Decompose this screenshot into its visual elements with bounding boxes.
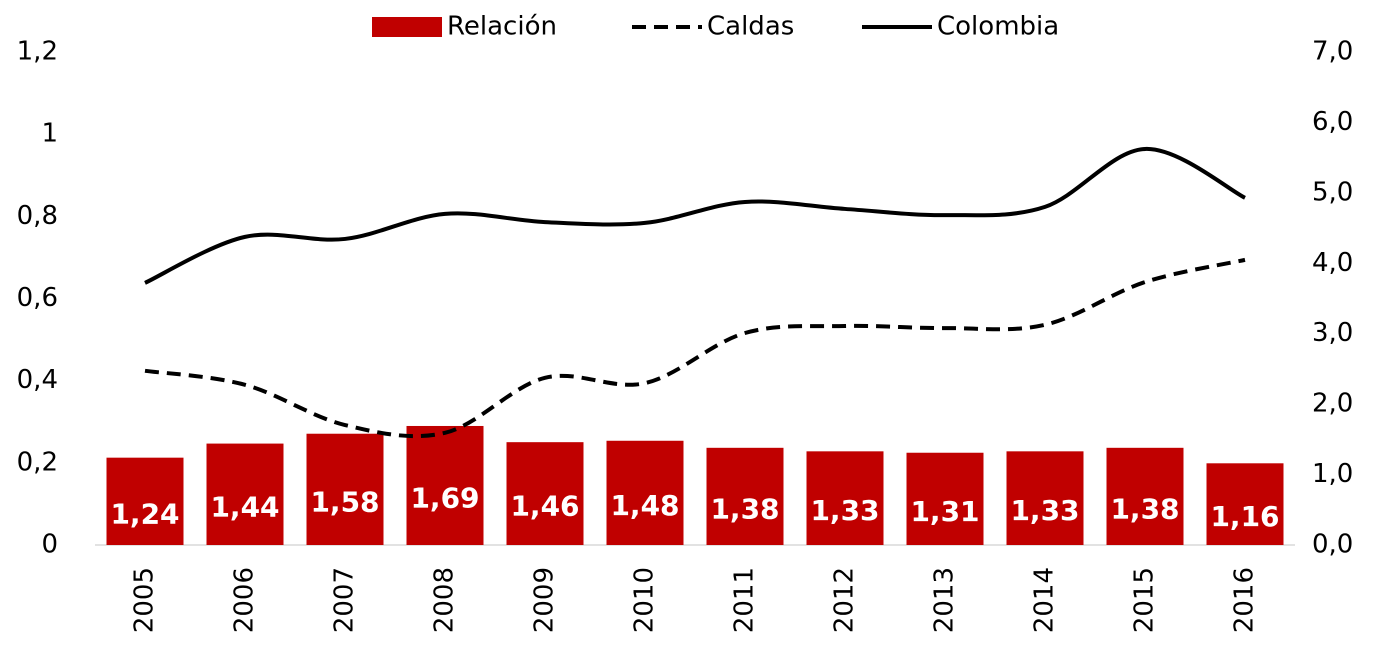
line: [144, 257, 1246, 439]
y2-tick-label: 2,0: [1312, 389, 1353, 419]
legend-label: Colombia: [937, 12, 1059, 42]
y2-tick-label: 1,0: [1312, 459, 1353, 489]
value-label: 1,16: [1210, 500, 1279, 533]
y2-tick-label: 4,0: [1312, 248, 1353, 278]
bar: [506, 442, 584, 545]
y2-tick-label: 0,0: [1312, 530, 1353, 560]
x-tick-label: 2005: [130, 567, 160, 633]
bar: [1106, 447, 1184, 545]
value-label: 1,33: [810, 494, 879, 527]
bar: [806, 451, 884, 545]
bar: [406, 425, 484, 545]
line: [144, 146, 1246, 285]
bar: [706, 447, 784, 545]
y-tick-label: 1,2: [17, 37, 58, 67]
y2-tick-label: 7,0: [1312, 37, 1353, 67]
y-tick-label: 0: [41, 530, 58, 560]
x-tick-label: 2012: [830, 567, 860, 633]
legend-swatch: [372, 17, 442, 37]
y2-tick-label: 3,0: [1312, 318, 1353, 348]
value-label: 1,38: [710, 492, 779, 525]
bar: [606, 440, 684, 545]
y2-tick-label: 6,0: [1312, 107, 1353, 137]
value-label: 1,38: [1110, 492, 1179, 525]
y2-tick-label: 5,0: [1312, 177, 1353, 207]
x-tick-label: 2008: [430, 567, 460, 633]
bar: [1006, 451, 1084, 545]
x-tick-label: 2007: [330, 567, 360, 633]
legend-label: Caldas: [707, 12, 794, 42]
x-tick-label: 2009: [530, 567, 560, 633]
x-tick-label: 2016: [1230, 567, 1260, 633]
value-label: 1,44: [210, 490, 279, 523]
value-label: 1,24: [110, 497, 179, 530]
y-tick-label: 0,8: [17, 201, 58, 231]
value-label: 1,46: [510, 490, 579, 523]
y-tick-label: 0,6: [17, 283, 58, 313]
x-tick-label: 2006: [230, 567, 260, 633]
x-tick-label: 2011: [730, 567, 760, 633]
value-label: 1,69: [410, 481, 479, 514]
bar: [1206, 463, 1284, 545]
x-tick-label: 2013: [930, 567, 960, 633]
x-tick-label: 2014: [1030, 567, 1060, 633]
value-label: 1,31: [910, 495, 979, 528]
y-tick-label: 0,2: [17, 447, 58, 477]
value-label: 1,58: [310, 485, 379, 518]
bar: [906, 452, 984, 545]
bar: [106, 457, 184, 545]
y-tick-label: 0,4: [17, 365, 58, 395]
x-tick-label: 2015: [1130, 567, 1160, 633]
value-label: 1,48: [610, 489, 679, 522]
x-tick-label: 2010: [630, 567, 660, 633]
legend-label: Relación: [447, 12, 557, 42]
y-tick-label: 1: [41, 119, 58, 149]
value-label: 1,33: [1010, 494, 1079, 527]
bar: [306, 433, 384, 545]
bar: [206, 443, 284, 545]
